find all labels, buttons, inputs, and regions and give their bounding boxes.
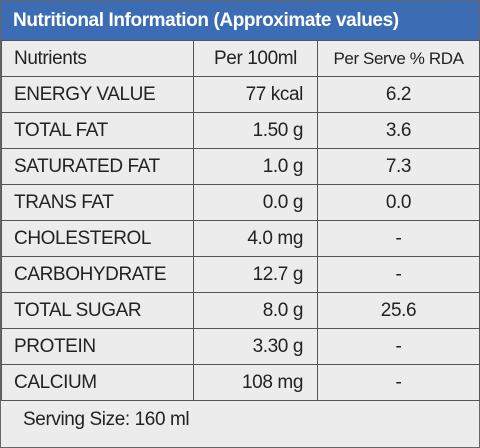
column-header: Nutrients bbox=[1, 40, 194, 77]
nutrient-value: - bbox=[317, 364, 480, 401]
nutrient-row: ENERGY VALUE 77 kcal 6.2 bbox=[1, 76, 480, 113]
nutrient-name: CARBOHYDRATE bbox=[1, 256, 194, 293]
nutrient-name: TOTAL SUGAR bbox=[1, 292, 194, 329]
nutrient-name: CALCIUM bbox=[1, 364, 194, 401]
nutrient-value: 0.0 bbox=[317, 184, 480, 221]
column-header: Per Serve % RDA bbox=[317, 40, 480, 77]
panel-title: Nutritional Information (Approximate val… bbox=[1, 1, 479, 40]
nutrient-value: 108 mg bbox=[193, 364, 318, 401]
nutrient-value: 3.30 g bbox=[193, 328, 318, 365]
nutrient-name: SATURATED FAT bbox=[1, 148, 194, 185]
nutrient-value: 77 kcal bbox=[193, 76, 318, 113]
nutrient-row: TRANS FAT 0.0 g 0.0 bbox=[1, 184, 480, 221]
nutrient-row: PROTEIN 3.30 g- bbox=[1, 328, 480, 365]
nutrient-value: 6.2 bbox=[317, 76, 480, 113]
nutrient-value: 12.7 g bbox=[193, 256, 318, 293]
nutrient-value: 4.0 mg bbox=[193, 220, 318, 257]
nutrient-row: CHOLESTEROL 4.0 mg - bbox=[1, 220, 480, 257]
nutrition-table: Nutrients Per 100ml Per Serve % RDA ENERGY … bbox=[1, 40, 480, 401]
nutrient-name: ENERGY VALUE bbox=[1, 76, 194, 113]
nutrient-row: CARBOHYDRATE 12.7 g- bbox=[1, 256, 480, 293]
nutrient-value: 8.0 g bbox=[193, 292, 318, 329]
nutrient-name: TOTAL FAT bbox=[1, 112, 194, 149]
nutrient-value: - bbox=[317, 328, 480, 365]
nutrient-value: 1.50 g bbox=[193, 112, 318, 149]
nutrient-name: PROTEIN bbox=[1, 328, 194, 365]
nutrient-row: CALCIUM 108 mg - bbox=[1, 364, 480, 401]
serving-size: Serving Size: 160 ml bbox=[23, 409, 190, 430]
nutrient-row: SATURATED FAT 1.0 g 7.3 bbox=[1, 148, 480, 185]
nutrient-row: TOTAL SUGAR 8.0 g 25.6 bbox=[1, 292, 480, 329]
header-row: Nutrients Per 100ml Per Serve % RDA bbox=[1, 40, 480, 77]
nutrient-value: 1.0 g bbox=[193, 148, 318, 185]
nutrient-value: - bbox=[317, 220, 480, 257]
nutrient-value: 3.6 bbox=[317, 112, 480, 149]
column-header: Per 100ml bbox=[193, 40, 318, 77]
nutrient-row: TOTAL FAT 1.50 g 3.6 bbox=[1, 112, 480, 149]
nutrient-value: 0.0 g bbox=[193, 184, 318, 221]
nutrient-value: - bbox=[317, 256, 480, 293]
nutrient-value: 7.3 bbox=[317, 148, 480, 185]
nutrient-name: CHOLESTEROL bbox=[1, 220, 194, 257]
nutrient-value: 25.6 bbox=[317, 292, 480, 329]
nutrient-name: TRANS FAT bbox=[1, 184, 194, 221]
